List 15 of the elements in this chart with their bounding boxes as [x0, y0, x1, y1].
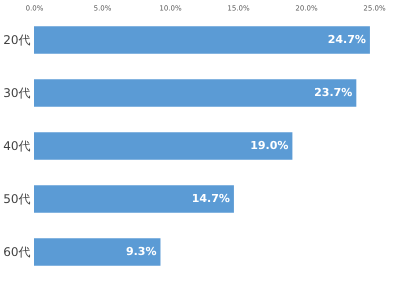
- data-label: 19.0%: [250, 139, 288, 152]
- bar: [34, 185, 234, 213]
- data-label: 23.7%: [314, 86, 352, 100]
- y-tick-label: 40代: [3, 139, 30, 153]
- y-tick-label: 30代: [3, 86, 30, 100]
- data-label: 24.7%: [328, 33, 366, 46]
- bar: [34, 238, 160, 266]
- bar: [34, 26, 370, 54]
- bar: [34, 132, 292, 160]
- y-tick-label: 50代: [3, 192, 30, 206]
- data-label: 9.3%: [126, 244, 156, 258]
- y-tick-label: 60代: [3, 244, 30, 259]
- data-label: 14.7%: [192, 192, 230, 205]
- bar: [34, 79, 356, 107]
- y-tick-label: 20代: [3, 33, 30, 48]
